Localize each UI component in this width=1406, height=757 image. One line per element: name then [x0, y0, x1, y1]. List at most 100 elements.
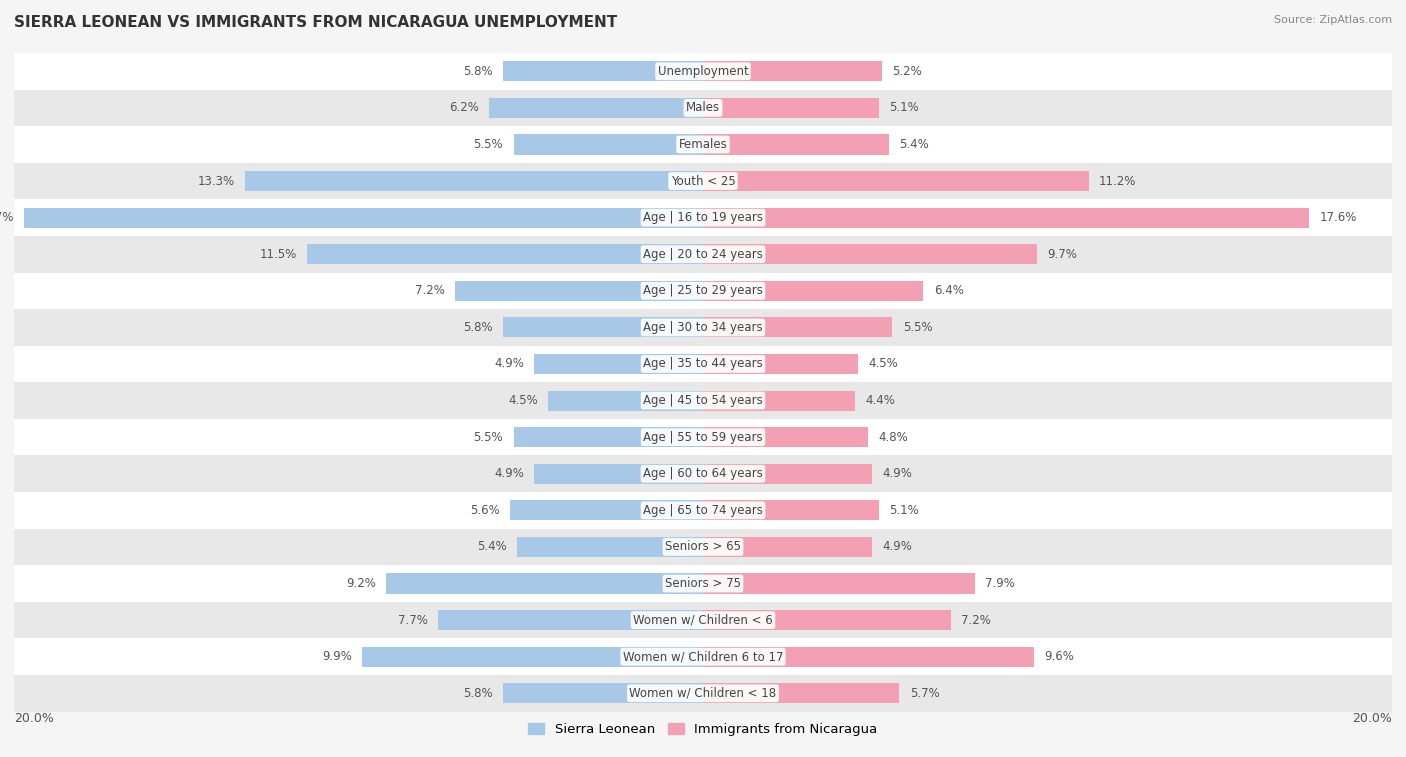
- Text: 7.2%: 7.2%: [415, 285, 444, 298]
- Bar: [14, 346, 1392, 382]
- Bar: [14, 199, 1392, 236]
- Text: 4.8%: 4.8%: [879, 431, 908, 444]
- Text: 11.2%: 11.2%: [1099, 175, 1136, 188]
- Bar: [517, 537, 703, 557]
- Text: 7.2%: 7.2%: [962, 614, 991, 627]
- Bar: [14, 382, 1392, 419]
- Text: Source: ZipAtlas.com: Source: ZipAtlas.com: [1274, 15, 1392, 25]
- Bar: [703, 684, 900, 703]
- Bar: [703, 135, 889, 154]
- Text: 17.6%: 17.6%: [1320, 211, 1357, 224]
- Text: 4.4%: 4.4%: [865, 394, 894, 407]
- Bar: [703, 354, 858, 374]
- Bar: [703, 171, 1088, 191]
- Bar: [14, 236, 1392, 273]
- Text: 7.9%: 7.9%: [986, 577, 1015, 590]
- Text: 19.7%: 19.7%: [0, 211, 14, 224]
- Text: 5.1%: 5.1%: [889, 504, 918, 517]
- Text: Males: Males: [686, 101, 720, 114]
- Bar: [387, 574, 703, 593]
- Bar: [548, 391, 703, 410]
- Text: Age | 30 to 34 years: Age | 30 to 34 years: [643, 321, 763, 334]
- Bar: [703, 500, 879, 520]
- Text: 13.3%: 13.3%: [197, 175, 235, 188]
- Bar: [14, 565, 1392, 602]
- Text: 5.1%: 5.1%: [889, 101, 918, 114]
- Text: 5.4%: 5.4%: [477, 540, 506, 553]
- Text: 6.2%: 6.2%: [450, 101, 479, 114]
- Text: 6.4%: 6.4%: [934, 285, 963, 298]
- Text: Age | 20 to 24 years: Age | 20 to 24 years: [643, 248, 763, 260]
- Text: 4.9%: 4.9%: [494, 467, 524, 480]
- Text: Women w/ Children 6 to 17: Women w/ Children 6 to 17: [623, 650, 783, 663]
- Bar: [503, 317, 703, 338]
- Text: 9.9%: 9.9%: [322, 650, 352, 663]
- Bar: [14, 602, 1392, 638]
- Bar: [703, 464, 872, 484]
- Text: Age | 25 to 29 years: Age | 25 to 29 years: [643, 285, 763, 298]
- Bar: [534, 464, 703, 484]
- Text: 9.6%: 9.6%: [1045, 650, 1074, 663]
- Bar: [245, 171, 703, 191]
- Bar: [14, 273, 1392, 309]
- Text: 20.0%: 20.0%: [1353, 712, 1392, 724]
- Text: 4.9%: 4.9%: [882, 540, 912, 553]
- Text: 5.2%: 5.2%: [893, 65, 922, 78]
- Bar: [503, 61, 703, 81]
- Bar: [703, 391, 855, 410]
- Text: 5.4%: 5.4%: [900, 138, 929, 151]
- Bar: [489, 98, 703, 118]
- Bar: [513, 427, 703, 447]
- Text: Age | 60 to 64 years: Age | 60 to 64 years: [643, 467, 763, 480]
- Text: 5.8%: 5.8%: [463, 687, 494, 699]
- Text: Age | 65 to 74 years: Age | 65 to 74 years: [643, 504, 763, 517]
- Bar: [503, 684, 703, 703]
- Bar: [703, 207, 1309, 228]
- Bar: [534, 354, 703, 374]
- Bar: [14, 528, 1392, 565]
- Bar: [703, 317, 893, 338]
- Text: 11.5%: 11.5%: [259, 248, 297, 260]
- Text: Seniors > 75: Seniors > 75: [665, 577, 741, 590]
- Bar: [703, 610, 950, 630]
- Legend: Sierra Leonean, Immigrants from Nicaragua: Sierra Leonean, Immigrants from Nicaragu…: [523, 718, 883, 741]
- Bar: [513, 135, 703, 154]
- Text: 5.5%: 5.5%: [474, 431, 503, 444]
- Text: Seniors > 65: Seniors > 65: [665, 540, 741, 553]
- Text: Age | 55 to 59 years: Age | 55 to 59 years: [643, 431, 763, 444]
- Bar: [14, 89, 1392, 126]
- Bar: [703, 61, 882, 81]
- Text: Women w/ Children < 18: Women w/ Children < 18: [630, 687, 776, 699]
- Text: 20.0%: 20.0%: [14, 712, 53, 724]
- Text: 5.5%: 5.5%: [903, 321, 932, 334]
- Bar: [14, 492, 1392, 528]
- Text: Youth < 25: Youth < 25: [671, 175, 735, 188]
- Bar: [14, 675, 1392, 712]
- Bar: [456, 281, 703, 301]
- Text: 4.9%: 4.9%: [494, 357, 524, 370]
- Text: 4.9%: 4.9%: [882, 467, 912, 480]
- Bar: [703, 427, 869, 447]
- Bar: [14, 456, 1392, 492]
- Bar: [14, 638, 1392, 675]
- Bar: [14, 419, 1392, 456]
- Text: 5.5%: 5.5%: [474, 138, 503, 151]
- Text: 9.7%: 9.7%: [1047, 248, 1077, 260]
- Text: Age | 45 to 54 years: Age | 45 to 54 years: [643, 394, 763, 407]
- Bar: [703, 281, 924, 301]
- Text: Women w/ Children < 6: Women w/ Children < 6: [633, 614, 773, 627]
- Text: 9.2%: 9.2%: [346, 577, 375, 590]
- Text: Unemployment: Unemployment: [658, 65, 748, 78]
- Bar: [703, 574, 976, 593]
- Bar: [703, 646, 1033, 667]
- Bar: [14, 53, 1392, 89]
- Bar: [14, 126, 1392, 163]
- Text: 4.5%: 4.5%: [869, 357, 898, 370]
- Text: SIERRA LEONEAN VS IMMIGRANTS FROM NICARAGUA UNEMPLOYMENT: SIERRA LEONEAN VS IMMIGRANTS FROM NICARA…: [14, 15, 617, 30]
- Text: 5.6%: 5.6%: [470, 504, 499, 517]
- Text: 5.8%: 5.8%: [463, 321, 494, 334]
- Bar: [24, 207, 703, 228]
- Text: 5.8%: 5.8%: [463, 65, 494, 78]
- Bar: [703, 537, 872, 557]
- Text: 5.7%: 5.7%: [910, 687, 939, 699]
